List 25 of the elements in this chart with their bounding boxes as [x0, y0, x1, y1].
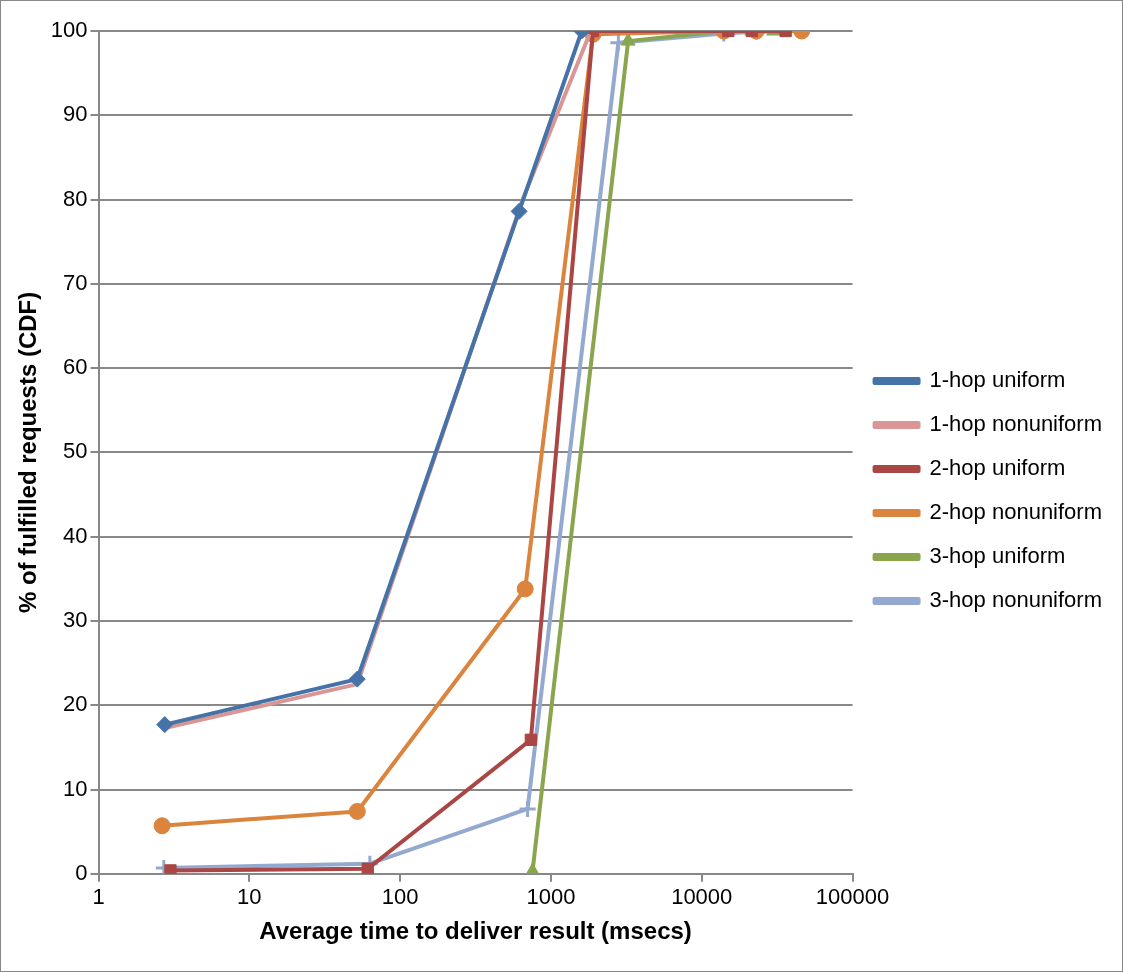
legend-label: 2-hop uniform [929, 455, 1066, 481]
x-tick-label: 100000 [815, 884, 890, 910]
y-tick-label: 70 [63, 269, 88, 295]
y-tick-label: 20 [63, 691, 88, 717]
y-tick-label: 40 [63, 522, 88, 548]
legend-label: 2-hop nonuniform [929, 499, 1103, 525]
x-tick-label: 100 [381, 884, 419, 910]
x-tick-label: 1 [92, 884, 105, 910]
y-tick-label: 30 [63, 607, 88, 633]
x-tick-label: 10000 [671, 884, 733, 910]
legend-label: 1-hop uniform [929, 367, 1066, 393]
x-axis-title: Average time to deliver result (msecs) [259, 917, 692, 945]
y-tick-label: 90 [63, 101, 88, 127]
y-tick-label: 10 [63, 775, 88, 801]
y-tick-label: 0 [75, 859, 88, 885]
x-tick-label: 10 [237, 884, 262, 910]
legend-label: 3-hop uniform [929, 543, 1066, 569]
x-tick-label: 1000 [526, 884, 576, 910]
y-tick-label: 80 [63, 185, 88, 211]
y-axis-title: % of fulfilled requests (CDF) [14, 291, 42, 614]
legend-label: 1-hop nonuniform [929, 411, 1103, 437]
legend-label: 3-hop nonuniform [929, 587, 1103, 613]
y-tick-label: 100 [50, 17, 88, 43]
y-tick-label: 50 [63, 438, 88, 464]
y-tick-label: 60 [63, 354, 88, 380]
